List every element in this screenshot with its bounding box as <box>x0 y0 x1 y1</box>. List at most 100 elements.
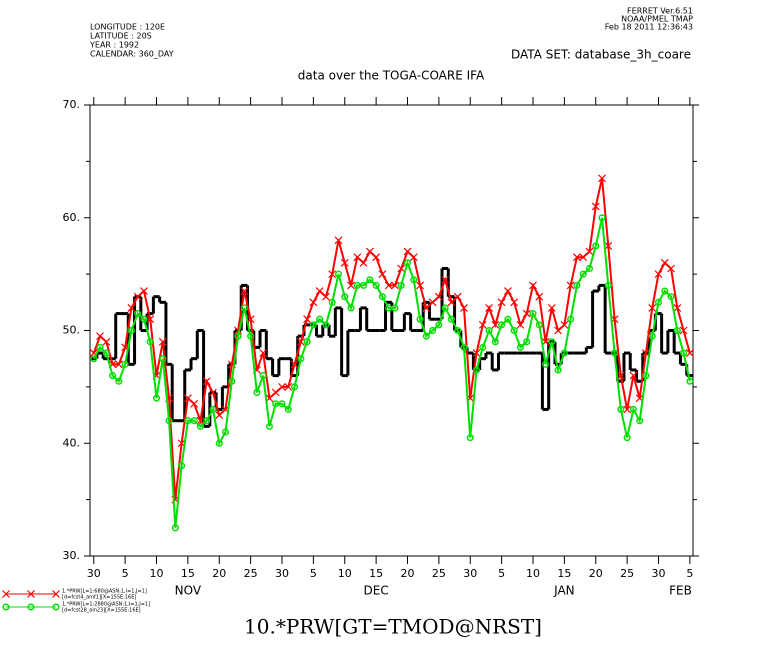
point-marker <box>680 349 688 357</box>
point-marker <box>592 242 600 250</box>
point-marker <box>378 293 386 301</box>
point-marker <box>403 259 412 267</box>
point-marker <box>284 382 293 391</box>
point-marker <box>341 293 349 301</box>
point-marker <box>127 304 136 312</box>
point-marker <box>522 309 531 318</box>
x-tick-label: 5 <box>498 567 505 580</box>
point-marker <box>441 275 450 284</box>
point-marker <box>278 400 286 408</box>
point-marker <box>159 355 167 363</box>
legend-marker <box>2 590 10 598</box>
point-marker <box>654 298 663 306</box>
point-marker <box>661 287 669 295</box>
point-marker <box>472 366 481 374</box>
point-marker <box>322 292 330 301</box>
point-marker <box>340 258 349 267</box>
point-marker <box>479 343 487 351</box>
point-marker <box>453 292 462 301</box>
point-marker <box>416 281 424 290</box>
point-marker <box>673 326 681 335</box>
point-marker <box>133 292 142 301</box>
point-marker <box>152 394 161 402</box>
point-marker <box>529 310 537 318</box>
point-marker <box>510 326 518 335</box>
x-tick-label: 15 <box>557 567 571 580</box>
point-marker <box>685 349 694 357</box>
point-marker <box>391 281 399 290</box>
point-marker <box>334 270 343 278</box>
point-marker <box>259 372 267 380</box>
point-marker <box>121 360 129 368</box>
point-marker <box>629 405 637 413</box>
point-marker <box>403 247 412 256</box>
point-marker <box>372 281 380 289</box>
point-marker <box>585 247 594 256</box>
point-marker <box>547 304 556 312</box>
point-marker <box>134 310 142 318</box>
point-marker <box>491 320 500 329</box>
legend-label: [d=fcst4_amf1][X=155E:16E] <box>62 595 136 601</box>
point-marker <box>679 326 688 335</box>
point-marker <box>598 174 606 183</box>
point-marker <box>491 338 499 346</box>
point-marker <box>566 281 575 290</box>
x-tick-label: 5 <box>310 567 317 580</box>
point-marker <box>604 242 613 250</box>
point-marker <box>109 372 117 380</box>
point-marker <box>322 321 330 329</box>
x-tick-label: 10 <box>526 567 540 580</box>
point-marker <box>215 439 223 447</box>
point-marker <box>560 349 568 357</box>
x-tick-label: 20 <box>589 567 603 580</box>
point-marker <box>115 377 123 385</box>
point-marker <box>648 304 657 312</box>
header-left: LONGITUDE : 120E <box>90 23 165 32</box>
point-marker <box>623 434 631 442</box>
point-marker <box>203 417 211 425</box>
point-marker <box>573 281 581 289</box>
point-marker <box>604 281 612 289</box>
point-marker <box>435 321 443 329</box>
point-marker <box>178 462 186 470</box>
point-marker <box>303 338 311 346</box>
point-marker <box>454 326 462 335</box>
point-marker <box>611 349 619 357</box>
header-right: NOAA/PMEL TMAP <box>621 15 693 24</box>
point-marker <box>397 281 405 289</box>
dataset: DATA SET: database_3h_coare <box>511 48 691 62</box>
month-label: FEB <box>669 584 692 598</box>
point-marker <box>648 332 656 340</box>
point-marker <box>541 360 550 368</box>
point-marker <box>579 253 588 262</box>
point-marker <box>190 399 199 408</box>
point-marker <box>196 422 204 430</box>
point-marker <box>434 292 443 301</box>
point-marker <box>365 247 374 256</box>
point-marker <box>616 371 625 380</box>
point-marker <box>328 298 336 306</box>
point-marker <box>165 417 173 425</box>
point-marker <box>472 349 481 357</box>
point-marker <box>291 383 299 391</box>
legend-label: 1.*PRW[L=1:2880@ASN:1,I=1,J=1] <box>62 602 150 608</box>
x-tick-label: 30 <box>463 567 477 580</box>
legend-marker <box>52 603 60 611</box>
point-marker <box>429 326 437 335</box>
point-marker <box>372 253 381 262</box>
point-marker <box>554 366 562 374</box>
point-marker <box>158 337 167 346</box>
legend-label: [d=fcst28_aln23][X=155E:16E] <box>62 608 141 614</box>
point-marker <box>96 332 104 341</box>
point-marker <box>391 304 399 312</box>
point-marker <box>466 434 474 442</box>
x-tick-label: 25 <box>620 567 634 580</box>
point-marker <box>228 377 236 385</box>
y-tick-label: 60. <box>63 211 81 224</box>
header-left: LATITUDE : 20S <box>90 32 152 41</box>
point-marker <box>309 298 318 307</box>
point-marker <box>397 264 406 273</box>
header-right: FERRET Ver.6.51 <box>627 7 693 16</box>
point-marker <box>529 281 537 290</box>
point-marker <box>384 281 393 290</box>
